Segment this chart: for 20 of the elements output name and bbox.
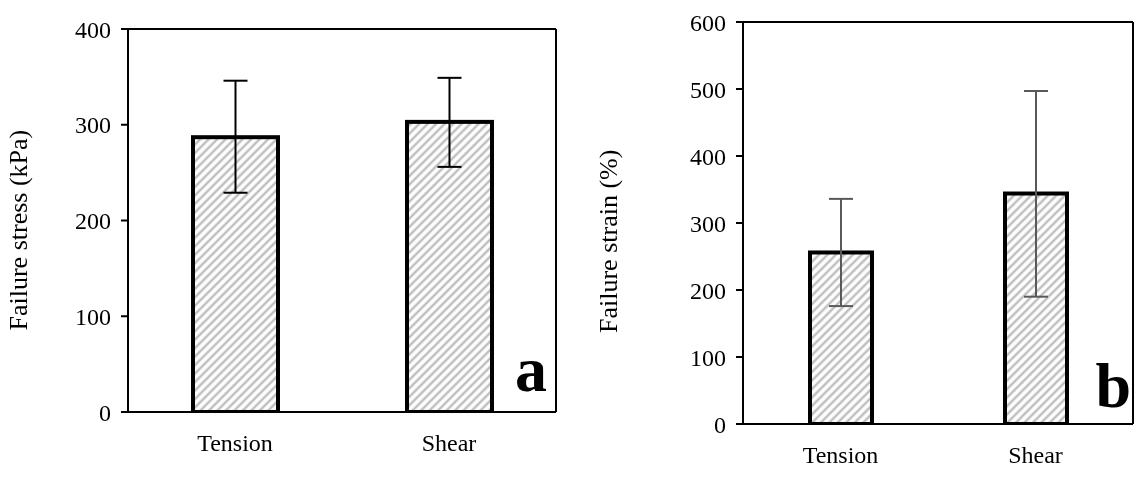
y-tick-label: 200 bbox=[75, 208, 111, 235]
y-axis-title: Failure stress (kPa) bbox=[4, 129, 34, 331]
y-tick-label: 300 bbox=[690, 210, 726, 237]
y-tick-label: 300 bbox=[75, 112, 111, 139]
y-tick-label: 400 bbox=[690, 143, 726, 170]
y-tick-label: 100 bbox=[75, 303, 111, 330]
y-tick-label: 0 bbox=[99, 399, 111, 426]
annotation: b bbox=[1095, 350, 1131, 421]
x-tick-label: Tension bbox=[802, 442, 879, 469]
annotation: a bbox=[515, 334, 547, 405]
y-tick-label: 200 bbox=[690, 277, 726, 304]
x-tick-label: Shear bbox=[1008, 442, 1063, 469]
x-tick-label: Tension bbox=[197, 430, 273, 457]
y-axis-title: Failure strain (%) bbox=[594, 149, 624, 333]
y-tick-label: 0 bbox=[714, 411, 726, 438]
y-tick-label: 500 bbox=[690, 76, 726, 103]
x-tick-label: Shear bbox=[421, 430, 477, 457]
y-tick-label: 600 bbox=[690, 9, 726, 36]
y-tick-label: 400 bbox=[75, 16, 111, 43]
y-tick-label: 100 bbox=[690, 344, 726, 371]
